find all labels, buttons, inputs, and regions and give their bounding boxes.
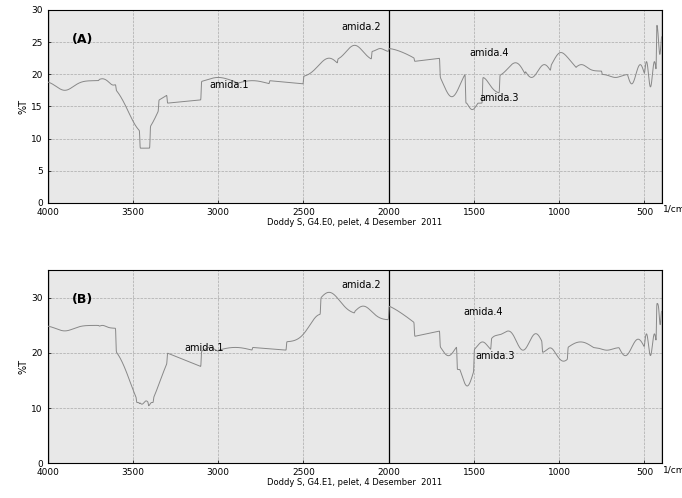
Text: amida.2: amida.2	[341, 22, 381, 32]
Text: 1/cm: 1/cm	[664, 465, 682, 474]
Text: amida.4: amida.4	[464, 307, 503, 317]
Text: (B): (B)	[72, 293, 93, 306]
Text: 1/cm: 1/cm	[664, 205, 682, 214]
Text: (A): (A)	[72, 33, 93, 46]
Text: amida.4: amida.4	[469, 48, 508, 58]
Text: amida.2: amida.2	[341, 279, 381, 289]
Text: amida.1: amida.1	[210, 80, 249, 90]
X-axis label: Doddy S, G4.E0, pelet, 4 Desember  2011: Doddy S, G4.E0, pelet, 4 Desember 2011	[267, 218, 442, 227]
Y-axis label: %T: %T	[18, 359, 29, 374]
Text: amida.1: amida.1	[184, 343, 224, 353]
Y-axis label: %T: %T	[18, 99, 29, 114]
Text: amida.3: amida.3	[476, 351, 515, 361]
Text: amida.3: amida.3	[479, 93, 518, 103]
X-axis label: Doddy S, G4.E1, pelet, 4 Desember  2011: Doddy S, G4.E1, pelet, 4 Desember 2011	[267, 479, 442, 488]
